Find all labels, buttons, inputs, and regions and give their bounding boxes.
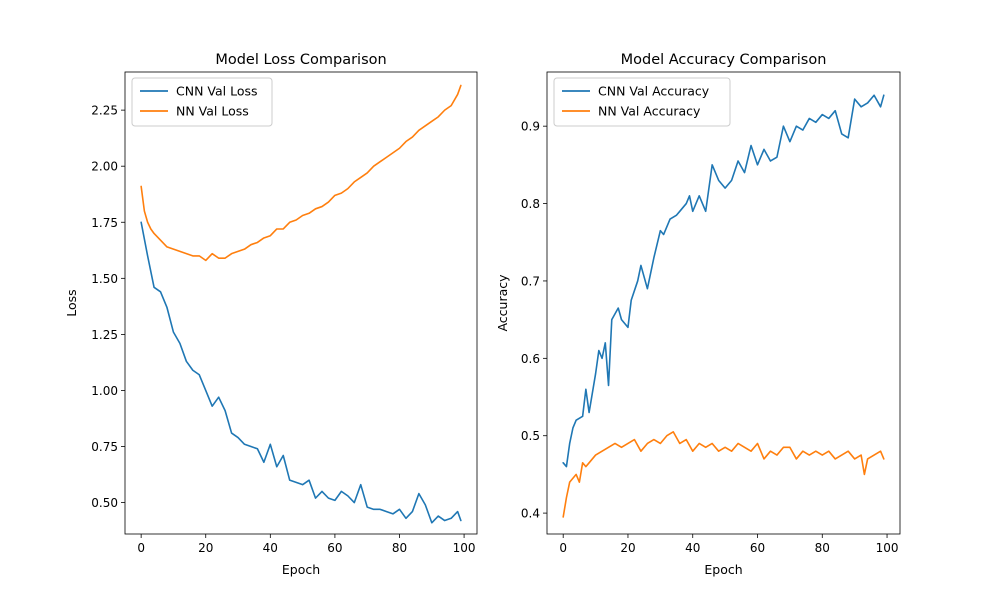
accuracy-axis-ticks: 0 20 40 60 80 100 0.4 0.5 0.6 0.7 0.8 0.9 bbox=[521, 120, 899, 555]
loss-y-tick-label: 2.00 bbox=[91, 160, 118, 174]
loss-legend-label-cnn: CNN Val Loss bbox=[176, 84, 258, 99]
accuracy-y-tick-label: 0.5 bbox=[521, 429, 540, 443]
loss-y-tick-label: 1.25 bbox=[91, 328, 118, 342]
loss-y-tick-label: 1.00 bbox=[91, 384, 118, 398]
accuracy-x-tick-label: 40 bbox=[685, 541, 700, 555]
loss-axis-ticks: 0 20 40 60 80 100 0.50 0.75 1.00 1.25 1.50 1.75 2.00… bbox=[91, 104, 475, 555]
accuracy-x-tick-label: 20 bbox=[620, 541, 635, 555]
accuracy-legend-label-nn: NN Val Accuracy bbox=[598, 104, 701, 119]
accuracy-y-tick-label: 0.9 bbox=[521, 120, 540, 134]
accuracy-legend-box bbox=[553, 77, 731, 127]
accuracy-y-tick-label: 0.6 bbox=[521, 352, 540, 366]
accuracy-series-lines bbox=[562, 94, 885, 518]
loss-y-tick-label: 1.75 bbox=[91, 216, 118, 230]
accuracy-y-tick-label: 0.7 bbox=[521, 274, 540, 288]
loss-x-tick-label: 60 bbox=[327, 541, 342, 555]
accuracy-x-tick-label: 0 bbox=[559, 541, 567, 555]
loss-x-axis-label: Epoch bbox=[282, 562, 320, 577]
loss-x-tick-label: 20 bbox=[198, 541, 213, 555]
loss-x-tick-label: 0 bbox=[137, 541, 145, 555]
accuracy-plot-frame bbox=[546, 71, 901, 535]
accuracy-x-tick-label: 80 bbox=[815, 541, 830, 555]
accuracy-series-line-cnn bbox=[562, 94, 885, 468]
loss-chart-title: Model Loss Comparison bbox=[215, 52, 386, 68]
loss-y-axis-label: Loss bbox=[64, 289, 79, 316]
accuracy-y-axis-label: Accuracy bbox=[495, 274, 510, 332]
accuracy-legend: CNN Val Accuracy NN Val Accuracy bbox=[553, 77, 731, 127]
loss-plot-frame bbox=[124, 71, 478, 535]
loss-x-tick-label: 100 bbox=[453, 541, 476, 555]
loss-x-tick-label: 80 bbox=[392, 541, 407, 555]
loss-legend-box bbox=[131, 77, 273, 127]
loss-legend-label-nn: NN Val Loss bbox=[176, 104, 249, 119]
accuracy-y-tick-label: 0.8 bbox=[521, 197, 540, 211]
loss-y-tick-label: 1.50 bbox=[91, 272, 118, 286]
loss-series-line-nn bbox=[140, 84, 462, 262]
loss-series-lines bbox=[140, 84, 462, 524]
loss-y-tick-label: 0.50 bbox=[91, 496, 118, 510]
accuracy-x-axis-label: Epoch bbox=[704, 562, 742, 577]
loss-series-line-cnn bbox=[140, 221, 462, 524]
loss-y-tick-label: 0.75 bbox=[91, 440, 118, 454]
loss-chart-panel: Model Loss Comparison Epoch Loss 0 20 40 60… bbox=[64, 52, 478, 577]
loss-x-tick-label: 40 bbox=[263, 541, 278, 555]
accuracy-legend-label-cnn: CNN Val Accuracy bbox=[598, 84, 710, 99]
accuracy-x-tick-label: 100 bbox=[876, 541, 899, 555]
loss-y-tick-label: 2.25 bbox=[91, 104, 118, 118]
accuracy-series-line-nn bbox=[562, 431, 885, 518]
accuracy-chart-title: Model Accuracy Comparison bbox=[621, 52, 827, 68]
accuracy-y-tick-label: 0.4 bbox=[521, 507, 540, 521]
accuracy-chart-panel: Model Accuracy Comparison Epoch Accuracy… bbox=[495, 52, 901, 577]
accuracy-x-tick-label: 60 bbox=[750, 541, 765, 555]
loss-legend: CNN Val Loss NN Val Loss bbox=[131, 77, 273, 127]
